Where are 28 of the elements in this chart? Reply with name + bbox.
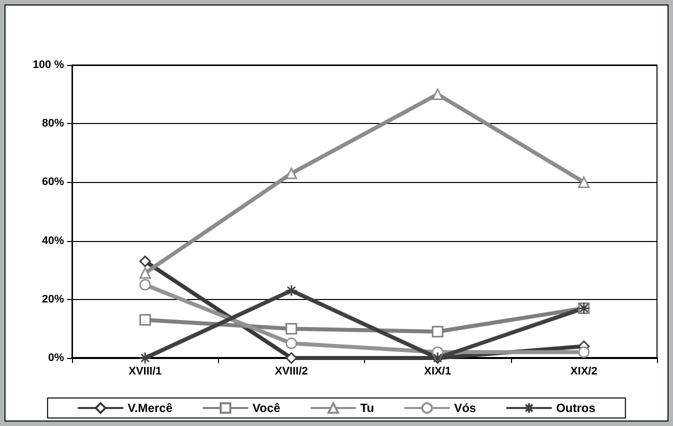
legend-label: V.Mercê — [128, 401, 173, 415]
legend-label: Outros — [556, 401, 596, 415]
x-tick-label: XIX/2 — [570, 366, 598, 378]
point — [139, 256, 151, 268]
point — [139, 267, 151, 279]
point — [432, 326, 444, 338]
y-tick-label: 60% — [42, 176, 64, 188]
point — [286, 322, 298, 334]
y-tick-label: 80% — [42, 118, 64, 130]
x-tick-label: XIX/1 — [424, 366, 452, 378]
point — [432, 88, 444, 100]
point — [578, 176, 590, 188]
y-tick-label: 100 % — [32, 59, 64, 71]
point — [139, 314, 151, 326]
y-tick-label: 40% — [42, 234, 64, 247]
point — [286, 168, 298, 180]
x-tick-label: XVIII/1 — [128, 366, 162, 378]
x-tick-label: XVIII/2 — [274, 366, 308, 378]
point — [578, 346, 590, 358]
y-tick-label: 0% — [48, 352, 64, 364]
y-tick-label: 20% — [42, 293, 64, 306]
legend-label: Tu — [360, 401, 374, 415]
point — [286, 338, 298, 350]
point — [139, 279, 151, 290]
legend-label: Vós — [454, 401, 476, 415]
point — [138, 352, 152, 364]
legend-label: Você — [252, 401, 281, 415]
point — [285, 284, 298, 297]
